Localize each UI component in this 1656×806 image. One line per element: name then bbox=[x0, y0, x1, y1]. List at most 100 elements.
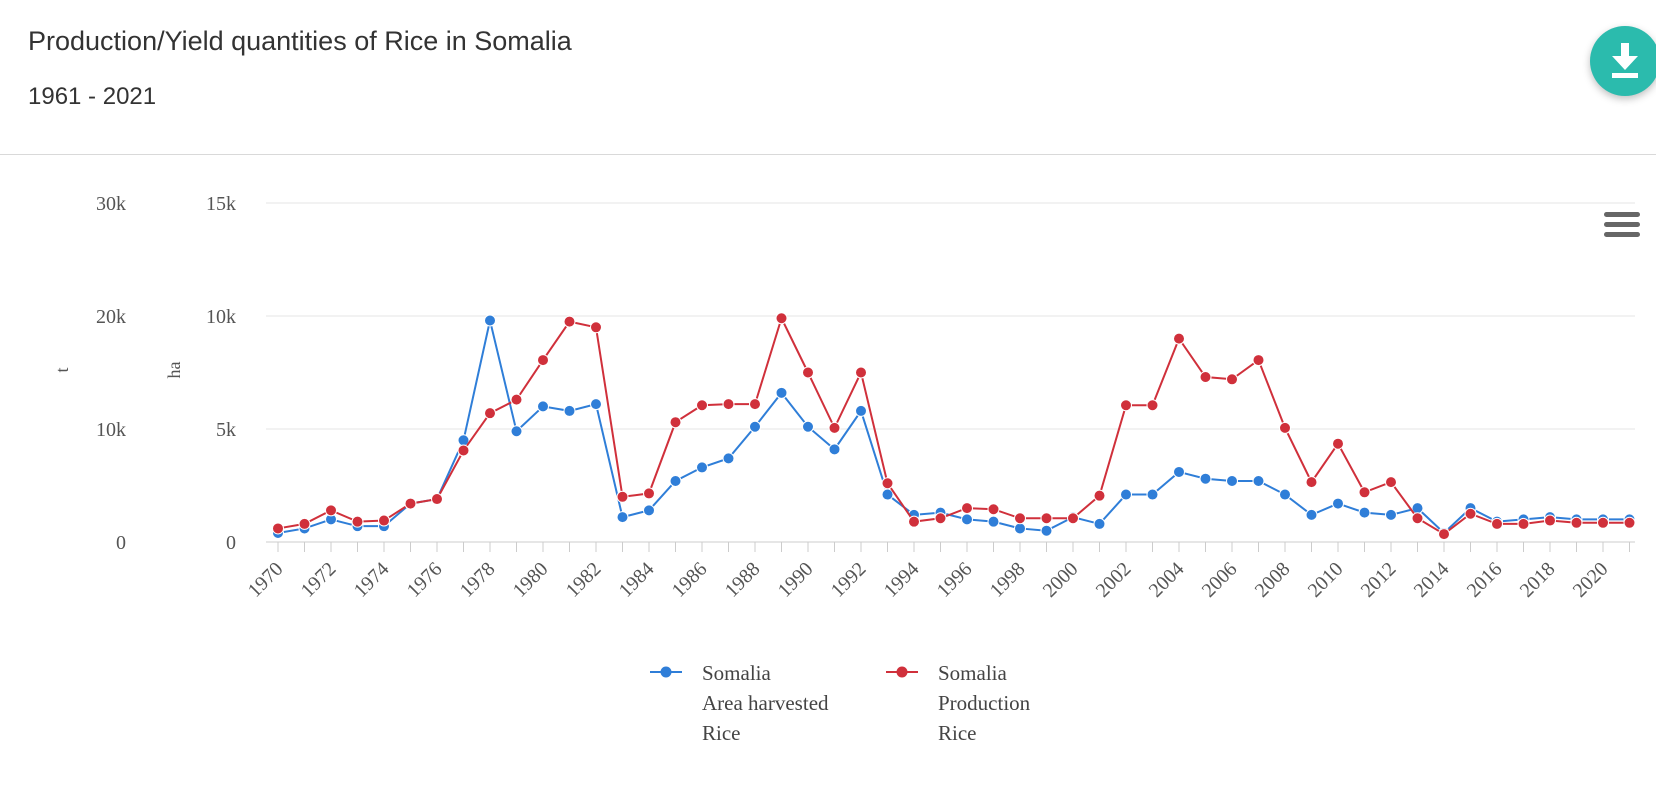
data-point[interactable] bbox=[722, 398, 735, 411]
data-point[interactable] bbox=[1120, 488, 1132, 501]
legend-label: Production bbox=[938, 691, 1031, 715]
data-point[interactable] bbox=[1385, 508, 1397, 521]
chart-subtitle: 1961 - 2021 bbox=[28, 83, 157, 110]
data-point[interactable] bbox=[1570, 516, 1583, 529]
data-point[interactable] bbox=[1305, 508, 1318, 521]
hamburger-menu-icon bbox=[1604, 212, 1640, 217]
data-point[interactable] bbox=[1544, 514, 1556, 527]
data-point[interactable] bbox=[1226, 474, 1238, 487]
data-point[interactable] bbox=[1120, 399, 1132, 412]
data-point[interactable] bbox=[749, 398, 761, 411]
data-point[interactable] bbox=[484, 314, 496, 327]
chart-menu-button[interactable] bbox=[1604, 212, 1640, 242]
data-point[interactable] bbox=[1358, 506, 1371, 519]
data-point[interactable] bbox=[457, 444, 470, 457]
data-point[interactable] bbox=[616, 511, 629, 524]
data-point[interactable] bbox=[696, 399, 708, 412]
data-point[interactable] bbox=[1438, 528, 1450, 541]
y-tick-label-t: 0 bbox=[116, 532, 126, 554]
data-point[interactable] bbox=[484, 407, 496, 420]
data-point[interactable] bbox=[775, 386, 788, 399]
data-point[interactable] bbox=[1597, 516, 1609, 529]
data-point[interactable] bbox=[1358, 486, 1371, 499]
data-point[interactable] bbox=[563, 404, 576, 417]
y-tick-label-ha: 0 bbox=[226, 532, 236, 554]
data-point[interactable] bbox=[881, 488, 894, 501]
data-point[interactable] bbox=[1040, 524, 1053, 537]
data-point[interactable] bbox=[537, 354, 549, 367]
data-point[interactable] bbox=[1332, 437, 1344, 450]
data-point[interactable] bbox=[537, 400, 549, 413]
data-point[interactable] bbox=[987, 503, 1000, 516]
data-point[interactable] bbox=[775, 312, 788, 325]
data-point[interactable] bbox=[908, 515, 920, 528]
data-point[interactable] bbox=[749, 420, 761, 433]
data-point[interactable] bbox=[404, 497, 417, 510]
data-point[interactable] bbox=[1173, 332, 1185, 345]
data-point[interactable] bbox=[431, 493, 443, 506]
x-tick-label: 1984 bbox=[615, 558, 659, 602]
data-point[interactable] bbox=[563, 315, 576, 328]
data-point[interactable] bbox=[590, 398, 602, 411]
x-tick-label: 2002 bbox=[1092, 558, 1136, 602]
legend-label: Somalia bbox=[938, 661, 1008, 685]
data-point[interactable] bbox=[1279, 421, 1291, 434]
data-point[interactable] bbox=[1146, 488, 1159, 501]
legend-label: Rice bbox=[938, 721, 976, 745]
data-point[interactable] bbox=[1332, 497, 1344, 510]
data-point[interactable] bbox=[351, 515, 364, 528]
data-point[interactable] bbox=[1305, 476, 1318, 489]
data-point[interactable] bbox=[1252, 354, 1265, 367]
data-point[interactable] bbox=[590, 321, 602, 334]
data-point[interactable] bbox=[1014, 522, 1026, 535]
data-point[interactable] bbox=[669, 474, 682, 487]
data-point[interactable] bbox=[1411, 512, 1424, 525]
data-point[interactable] bbox=[1093, 517, 1106, 530]
download-button[interactable] bbox=[1590, 26, 1656, 96]
data-point[interactable] bbox=[1014, 512, 1026, 525]
data-point[interactable] bbox=[855, 366, 867, 379]
data-point[interactable] bbox=[696, 461, 708, 474]
data-point[interactable] bbox=[1226, 373, 1238, 386]
data-point[interactable] bbox=[1199, 472, 1212, 485]
data-point[interactable] bbox=[987, 515, 1000, 528]
data-point[interactable] bbox=[510, 425, 523, 438]
legend-item-1[interactable]: Somalia Production Rice bbox=[886, 661, 1031, 745]
data-point[interactable] bbox=[510, 393, 523, 406]
data-point[interactable] bbox=[1517, 517, 1530, 530]
data-point[interactable] bbox=[1040, 512, 1053, 525]
data-point[interactable] bbox=[1491, 517, 1503, 530]
data-point[interactable] bbox=[802, 366, 814, 379]
data-point[interactable] bbox=[1385, 476, 1397, 489]
data-point[interactable] bbox=[1146, 399, 1159, 412]
data-point[interactable] bbox=[722, 452, 735, 465]
data-point[interactable] bbox=[643, 504, 655, 517]
data-point[interactable] bbox=[1067, 512, 1079, 525]
data-point[interactable] bbox=[272, 522, 284, 535]
data-point[interactable] bbox=[855, 404, 867, 417]
data-point[interactable] bbox=[1623, 516, 1636, 529]
legend-symbol-marker bbox=[896, 666, 908, 678]
data-point[interactable] bbox=[828, 421, 841, 434]
y-tick-label-ha: 15k bbox=[206, 193, 236, 215]
legend-item-0[interactable]: Somalia Area harvested Rice bbox=[650, 661, 829, 745]
data-point[interactable] bbox=[616, 490, 629, 503]
data-point[interactable] bbox=[1464, 507, 1477, 520]
data-point[interactable] bbox=[961, 513, 973, 526]
data-point[interactable] bbox=[828, 443, 841, 456]
data-point[interactable] bbox=[643, 487, 655, 500]
data-point[interactable] bbox=[669, 416, 682, 429]
data-point[interactable] bbox=[325, 504, 337, 517]
data-point[interactable] bbox=[881, 477, 894, 490]
x-tick-label: 1980 bbox=[509, 558, 553, 602]
data-point[interactable] bbox=[1093, 489, 1106, 502]
data-point[interactable] bbox=[1279, 488, 1291, 501]
data-point[interactable] bbox=[1173, 465, 1185, 478]
data-point[interactable] bbox=[961, 502, 973, 515]
data-point[interactable] bbox=[378, 514, 390, 527]
data-point[interactable] bbox=[1199, 371, 1212, 384]
data-point[interactable] bbox=[934, 512, 947, 525]
data-point[interactable] bbox=[1252, 474, 1265, 487]
data-point[interactable] bbox=[298, 517, 311, 530]
data-point[interactable] bbox=[802, 420, 814, 433]
